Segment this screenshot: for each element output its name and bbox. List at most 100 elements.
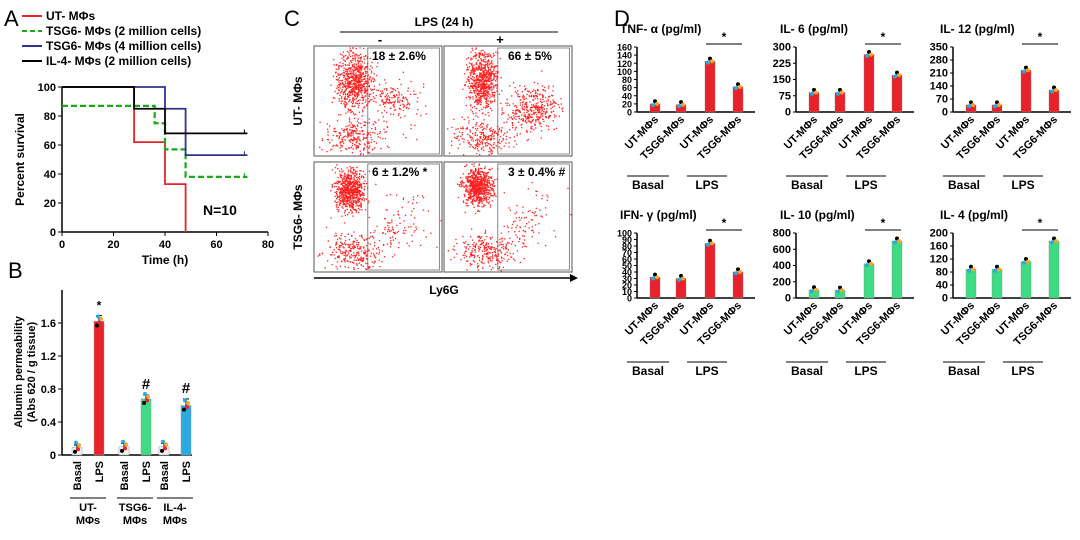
y-tick-label: 0 <box>50 227 56 239</box>
y-tick-label: 40 <box>44 169 56 181</box>
gate-percentage: 6 ± 1.2% * <box>372 165 428 179</box>
panel-d-cytokine-charts: TNF- α (pg/ml)020406080100120140160UT-MΦ… <box>617 22 1071 378</box>
data-point <box>120 448 124 453</box>
legend-entry: TSG6- MΦs (4 million cells) <box>46 39 201 53</box>
y-tick-label: 80 <box>44 111 56 123</box>
y-tick-label: 100 <box>617 67 632 77</box>
y-tick-label: 225 <box>773 58 791 70</box>
bar <box>965 269 977 299</box>
data-point <box>814 90 818 95</box>
y-tick-label: 0 <box>627 294 632 304</box>
significance-mark: # <box>182 380 191 397</box>
y-tick-label: 40 <box>622 91 632 101</box>
gate-percentage: 18 ± 2.6% <box>372 49 426 63</box>
subplot-title: IL- 10 (pg/ml) <box>780 208 855 222</box>
bar <box>180 405 192 456</box>
significance-mark: # <box>142 376 151 393</box>
y-axis-title-units: (Abs 620 / g tissue) <box>26 322 38 423</box>
significance-mark: * <box>97 299 102 313</box>
data-point <box>814 287 818 292</box>
y-tick-label: 60 <box>44 140 56 152</box>
x-tick-label: 80 <box>262 239 274 251</box>
y-tick-label: 100 <box>38 82 56 94</box>
bar <box>732 86 744 113</box>
bar <box>1020 70 1032 113</box>
y-tick-label: 200 <box>930 228 948 240</box>
x-tick-label: 0 <box>59 239 65 251</box>
panel-label-c: C <box>284 6 300 31</box>
data-point <box>810 91 814 96</box>
significance-star: * <box>881 216 886 230</box>
data-point <box>810 289 814 294</box>
y-tick-label: 50 <box>622 261 632 271</box>
data-point <box>681 102 685 107</box>
data-point <box>967 104 971 109</box>
panel-a-survival-chart: 0 20 40 60 80 100 0 20 40 60 80 Time (h) Percent sur… <box>13 9 274 267</box>
data-point <box>710 59 714 64</box>
y-tick-label: 0 <box>785 107 791 119</box>
cytokine-subplot-1: IL- 6 (pg/ml)075150225300UT-MΦsTSG6-MΦsU… <box>773 22 914 192</box>
series-line-3 <box>62 86 248 135</box>
panel-label-a: A <box>4 6 19 31</box>
y-tick-label: 140 <box>930 81 948 93</box>
group-label: Basal <box>791 178 823 192</box>
data-point <box>96 314 100 319</box>
dot-cloud <box>317 164 442 271</box>
y-tick-label: 20 <box>44 198 56 210</box>
annotation-n: N=10 <box>203 202 237 218</box>
x-axis-title: Ly6G <box>429 283 459 297</box>
panel-b-permeability-chart: 0 0.4 0.8 1.2 1.6 Albumin permeability (Abs 62… <box>13 290 193 527</box>
y-tick-label: 1.2 <box>41 351 56 363</box>
y-tick-label: 40 <box>622 268 632 278</box>
data-point <box>734 86 738 91</box>
data-point <box>655 101 659 106</box>
gate-percentage: 66 ± 5% <box>508 49 552 63</box>
data-point <box>1026 259 1030 264</box>
bar <box>704 243 716 299</box>
group-label: MΦs <box>123 515 147 527</box>
y-tick-label: 160 <box>930 241 948 253</box>
group-label: LPS <box>1011 178 1034 192</box>
bar <box>649 277 661 299</box>
group-label: LPS <box>695 364 718 378</box>
data-point <box>182 407 186 412</box>
x-arrow-head <box>570 274 578 282</box>
y-tick-label: 80 <box>936 267 948 279</box>
data-point <box>163 446 167 451</box>
data-point <box>997 267 1001 272</box>
y-tick-label: 120 <box>930 254 948 266</box>
group-label: MΦs <box>163 515 187 527</box>
cytokine-subplot-3: IFN- γ (pg/ml)0102030405060708090100UT-M… <box>617 208 755 378</box>
data-point <box>738 270 742 274</box>
panel-label-d: D <box>614 6 630 31</box>
panel-c-flow-cytometry: LPS (24 h) - +18 ± 2.6% 66 ± 5% 6 ± 1.2% * 3 … <box>291 15 578 297</box>
dot-cloud <box>447 163 572 272</box>
data-point <box>897 239 901 244</box>
group-label: Basal <box>791 364 823 378</box>
subplot-title: IL- 12 (pg/ml) <box>940 22 1015 36</box>
y-tick-label: 300 <box>773 42 791 54</box>
data-point <box>183 398 187 403</box>
data-point <box>142 401 146 406</box>
bar <box>1048 240 1060 299</box>
data-point <box>706 60 710 65</box>
series-line-2 <box>62 86 248 157</box>
data-point <box>840 288 844 293</box>
y-tick-label: 0 <box>942 107 948 119</box>
y-tick-label: 160 <box>617 43 632 53</box>
gate-percentage: 3 ± 0.4% # <box>508 165 566 179</box>
x-category-label: LPS <box>181 461 193 482</box>
dot-cloud <box>319 47 427 156</box>
x-category-label: Basal <box>119 461 131 490</box>
x-category-label: LPS <box>141 461 153 482</box>
lps-title: LPS (24 h) <box>415 15 474 29</box>
x-tick-label: 20 <box>107 239 119 251</box>
data-point <box>893 240 897 245</box>
data-point <box>186 401 190 406</box>
bar <box>808 92 820 113</box>
data-point <box>99 316 103 321</box>
bar <box>704 61 716 113</box>
data-point <box>1026 68 1030 73</box>
significance-star: * <box>722 216 727 230</box>
y-axis-title: Albumin permeability <box>13 315 25 428</box>
